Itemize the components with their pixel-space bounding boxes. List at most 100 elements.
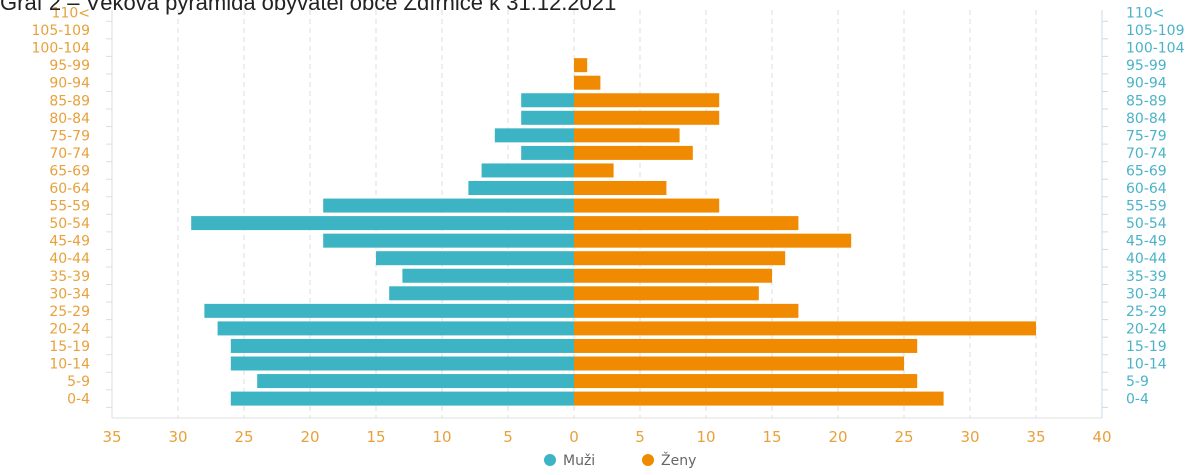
category-label-right: 65-69: [1126, 163, 1167, 179]
category-label-right: 60-64: [1126, 181, 1167, 197]
x-tick-label: 0: [569, 428, 579, 446]
category-label-left: 15-19: [49, 339, 90, 355]
category-label-right: 95-99: [1126, 58, 1167, 74]
x-tick-label: 20: [300, 428, 319, 446]
category-label-left: 25-29: [49, 304, 90, 320]
category-label-right: 40-44: [1126, 251, 1167, 267]
category-label-right: 100-104: [1126, 41, 1185, 57]
x-tick-label: 30: [168, 428, 187, 446]
bar-muzi-65-69: [481, 163, 574, 178]
category-label-left: 70-74: [49, 146, 90, 162]
bar-zeny-25-29: [574, 303, 799, 318]
category-label-right: 15-19: [1126, 339, 1167, 355]
category-label-right: 55-59: [1126, 199, 1167, 215]
bar-zeny-80-84: [574, 110, 720, 125]
bar-muzi-20-24: [217, 321, 574, 336]
x-tick-label: 15: [762, 428, 781, 446]
x-tick-label: 20: [828, 428, 847, 446]
category-label-left: 60-64: [49, 181, 90, 197]
legend-marker-muzi: [544, 454, 556, 466]
legend-label-muzi: Muži: [563, 453, 595, 469]
bar-muzi-50-54: [191, 216, 574, 231]
bar-muzi-55-59: [323, 198, 574, 213]
category-label-right: 70-74: [1126, 146, 1167, 162]
category-label-left: 50-54: [49, 216, 90, 232]
bar-zeny-40-44: [574, 251, 786, 266]
category-label-left: 90-94: [49, 76, 90, 92]
x-tick-label: 30: [960, 428, 979, 446]
x-tick-label: 25: [234, 428, 253, 446]
bar-muzi-60-64: [468, 181, 574, 195]
category-label-left: 10-14: [49, 357, 90, 373]
category-label-left: 55-59: [49, 199, 90, 215]
category-label-left: 85-89: [49, 93, 90, 109]
bar-zeny-95-99: [574, 58, 588, 73]
category-label-left: 65-69: [49, 163, 90, 179]
x-tick-label: 40: [1092, 428, 1111, 446]
bar-zeny-0-4: [574, 391, 944, 406]
bar-muzi-80-84: [521, 110, 574, 125]
category-label-right: 105-109: [1126, 23, 1185, 39]
bar-zeny-65-69: [574, 163, 614, 178]
category-label-left: 40-44: [49, 251, 90, 267]
bar-zeny-45-49: [574, 233, 852, 248]
bar-zeny-50-54: [574, 216, 799, 231]
bar-zeny-5-9: [574, 374, 918, 389]
bar-muzi-40-44: [376, 251, 574, 266]
category-label-left: 5-9: [67, 374, 90, 390]
bar-zeny-10-14: [574, 356, 904, 371]
bar-zeny-30-34: [574, 286, 759, 301]
bar-zeny-35-39: [574, 268, 772, 283]
category-label-right: 90-94: [1126, 76, 1167, 92]
category-label-left: 35-39: [49, 269, 90, 285]
category-label-left: 75-79: [49, 128, 90, 144]
x-tick-label: 15: [366, 428, 385, 446]
category-label-right: 25-29: [1126, 304, 1167, 320]
legend-label-zeny: Ženy: [661, 451, 696, 469]
x-tick-label: 5: [635, 428, 645, 446]
bar-muzi-35-39: [402, 268, 574, 283]
category-label-right: 20-24: [1126, 321, 1167, 337]
bar-zeny-15-19: [574, 338, 918, 353]
x-tick-label: 10: [696, 428, 715, 446]
category-label-right: 30-34: [1126, 286, 1167, 302]
x-tick-label: 25: [894, 428, 913, 446]
chart-title: Graf 2 – Věková pyramida obyvatel obce Ž…: [0, 0, 617, 15]
bar-zeny-85-89: [574, 93, 720, 108]
category-label-left: 0-4: [67, 392, 90, 408]
x-tick-label: 35: [102, 428, 121, 446]
bar-zeny-75-79: [574, 128, 680, 143]
bar-muzi-70-74: [521, 145, 574, 160]
category-label-right: 75-79: [1126, 128, 1167, 144]
category-label-right: 45-49: [1126, 234, 1167, 250]
bar-zeny-55-59: [574, 198, 720, 213]
category-label-left: 95-99: [49, 58, 90, 74]
category-label-left: 45-49: [49, 234, 90, 250]
bar-muzi-25-29: [204, 303, 574, 318]
bar-zeny-60-64: [574, 181, 667, 195]
bar-muzi-45-49: [323, 233, 574, 248]
bar-zeny-70-74: [574, 145, 693, 160]
category-label-right: 10-14: [1126, 357, 1167, 373]
category-label-left: 105-109: [32, 23, 91, 39]
bar-muzi-10-14: [230, 356, 575, 371]
bar-muzi-15-19: [230, 338, 575, 353]
bar-muzi-30-34: [389, 286, 574, 301]
category-label-right: 80-84: [1126, 111, 1167, 127]
category-label-right: 85-89: [1126, 93, 1167, 109]
category-label-left: 110<: [52, 6, 90, 22]
category-label-left: 80-84: [49, 111, 90, 127]
x-tick-label: 10: [432, 428, 451, 446]
category-label-left: 20-24: [49, 321, 90, 337]
x-tick-label: 5: [503, 428, 513, 446]
bar-zeny-20-24: [574, 321, 1036, 336]
bar-muzi-75-79: [494, 128, 574, 143]
category-label-right: 110<: [1126, 6, 1164, 22]
category-label-right: 0-4: [1126, 392, 1149, 408]
category-label-right: 50-54: [1126, 216, 1167, 232]
category-label-left: 30-34: [49, 286, 90, 302]
bar-muzi-5-9: [257, 374, 574, 389]
category-label-right: 5-9: [1126, 374, 1149, 390]
